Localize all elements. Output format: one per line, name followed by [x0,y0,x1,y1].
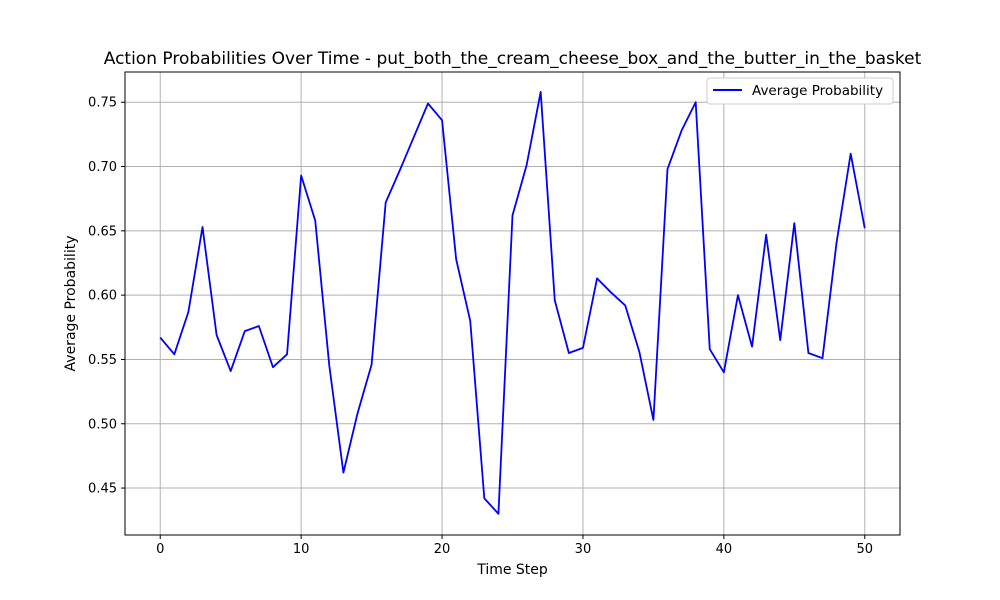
x-tick-label: 50 [856,542,873,557]
series-line [159,91,866,515]
chart-title: Action Probabilities Over Time - put_bot… [104,49,922,69]
x-tick-label: 0 [156,542,164,557]
y-axis-title: Average Probability [63,236,79,372]
plot-frame [124,71,901,536]
plot-area [159,91,866,515]
x-tick-label: 20 [434,542,451,557]
axis-ticks: 0 10 20 30 40 50 0.45 0.50 0.55 0.60 0.65 0.70 0.75 [88,96,873,557]
x-tick-label: 30 [575,542,592,557]
x-axis-title: Time Step [476,562,548,578]
x-tick-label: 40 [716,542,733,557]
legend: Average Probability [706,77,894,105]
y-tick-label: 0.65 [88,224,117,239]
x-tick-label: 10 [293,542,310,557]
y-tick-label: 0.45 [88,482,117,497]
legend-label: Average Probability [752,83,883,99]
y-tick-label: 0.55 [88,353,117,368]
y-tick-label: 0.50 [88,417,117,432]
y-tick-label: 0.60 [88,289,117,304]
y-tick-label: 0.70 [88,160,117,175]
legend-box [706,77,894,105]
y-tick-label: 0.75 [88,96,117,111]
